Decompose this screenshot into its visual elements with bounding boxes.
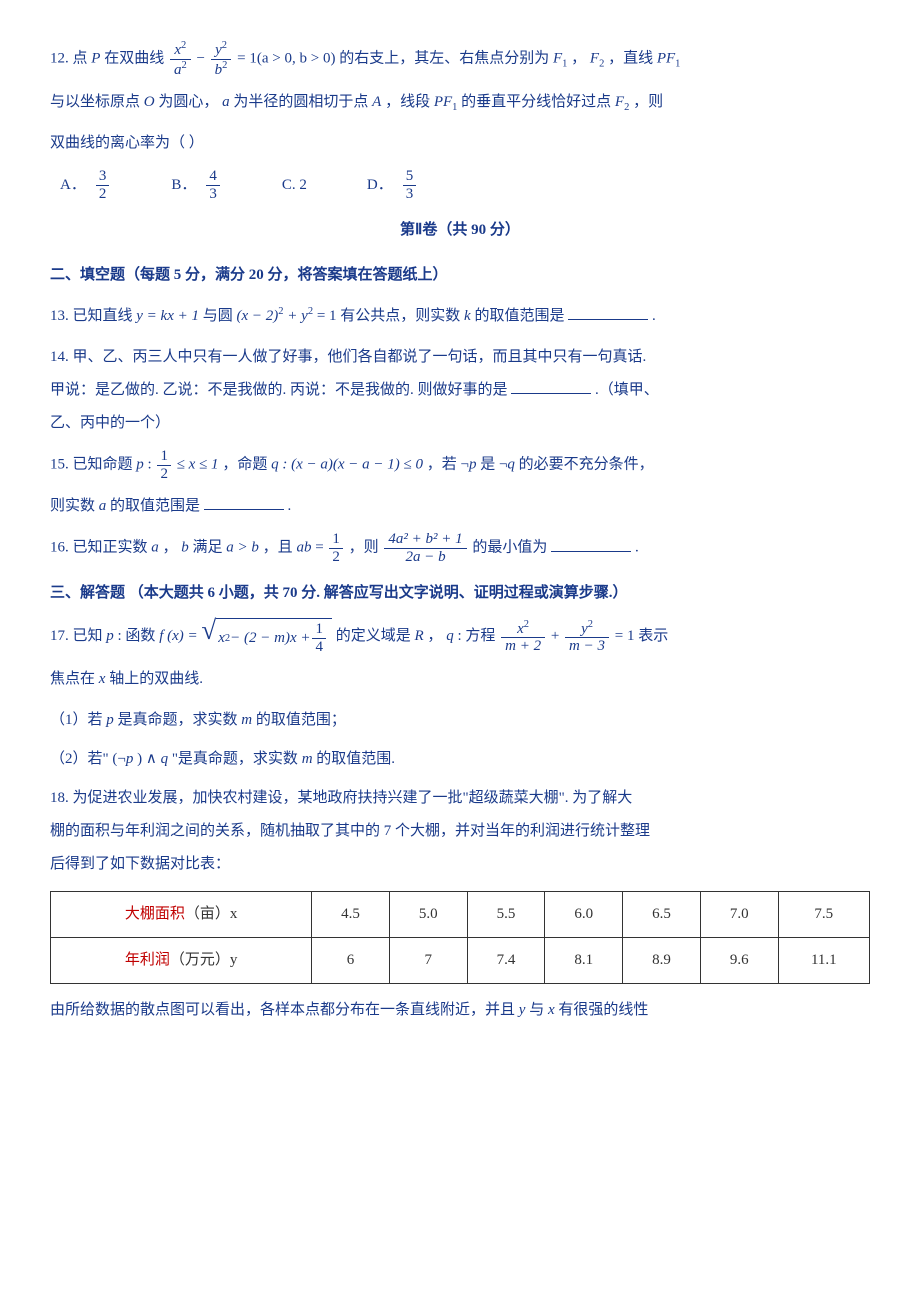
question-15: 15. 已知命题 p : 12 ≤ x ≤ 1 ，命题 q : (x − a)(… bbox=[50, 448, 870, 482]
question-12-line2: 与以坐标原点 O 为圆心， a 为半径的圆相切于点 A ，线段 PF1 的垂直平… bbox=[50, 86, 870, 119]
table-row: 年利润（万元）y 6 7 7.4 8.1 8.9 9.6 11.1 bbox=[51, 938, 870, 984]
question-13: 13. 已知直线 y = kx + 1 与圆 (x − 2)2 + y2 = 1… bbox=[50, 300, 870, 333]
q12-choices: A． 32 B． 43 C. 2 D． 53 bbox=[60, 168, 870, 202]
q12-P: P bbox=[91, 50, 100, 66]
q17-frac2: y2 m − 3 bbox=[565, 619, 609, 655]
section2-header: 二、填空题（每题 5 分，满分 20 分，将答案填在答题纸上） bbox=[50, 259, 870, 292]
table-cell: 7.5 bbox=[778, 892, 869, 938]
table-cell: 11.1 bbox=[778, 938, 869, 984]
table-cell: 7.0 bbox=[700, 892, 778, 938]
blank-16 bbox=[551, 536, 631, 552]
table-cell: 7 bbox=[389, 938, 467, 984]
q18-table: 大棚面积（亩）x 4.5 5.0 5.5 6.0 6.5 7.0 7.5 年利润… bbox=[50, 891, 870, 984]
q12-text: 的右支上，其左、右焦点分别为 bbox=[339, 50, 549, 66]
q17-sub1: （1）若 p 是真命题，求实数 m 的取值范围； bbox=[50, 704, 870, 737]
q16-main-frac: 4a² + b² + 1 2a − b bbox=[384, 531, 466, 565]
table-cell: 6 bbox=[312, 938, 390, 984]
table-cell: 7.4 bbox=[467, 938, 545, 984]
choice-D: D． 53 bbox=[367, 168, 418, 202]
section3-header: 三、解答题 （本大题共 6 小题，共 70 分. 解答应写出文字说明、证明过程或… bbox=[50, 577, 870, 610]
table-row: 大棚面积（亩）x 4.5 5.0 5.5 6.0 6.5 7.0 7.5 bbox=[51, 892, 870, 938]
part2-title: 第Ⅱ卷（共 90 分） bbox=[50, 214, 870, 247]
q12-text: 在双曲线 bbox=[104, 50, 164, 66]
table-cell: 4.5 bbox=[312, 892, 390, 938]
question-15-line2: 则实数 a 的取值范围是 . bbox=[50, 490, 870, 523]
choice-B: B． 43 bbox=[171, 168, 222, 202]
question-17-line2: 焦点在 x 轴上的双曲线. bbox=[50, 663, 870, 696]
table-cell: 8.1 bbox=[545, 938, 623, 984]
blank-14 bbox=[511, 378, 591, 394]
table-cell: 5.5 bbox=[467, 892, 545, 938]
question-17: 17. 已知 p : 函数 f (x) = √ x2 − (2 − m)x + … bbox=[50, 618, 870, 655]
q12-text: 12. 点 bbox=[50, 50, 88, 66]
question-16: 16. 已知正实数 a ， b 满足 a > b ，且 ab = 12 ，则 4… bbox=[50, 531, 870, 565]
q12-frac2: y2 b2 bbox=[211, 40, 232, 78]
question-14: 14. 甲、乙、丙三人中只有一人做了好事，他们各自都说了一句话，而且其中只有一句… bbox=[50, 341, 870, 440]
question-12-line3: 双曲线的离心率为（ ） bbox=[50, 127, 870, 160]
choice-C: C. 2 bbox=[282, 168, 307, 202]
choice-A: A． 32 bbox=[60, 168, 111, 202]
q12-frac1: x2 a2 bbox=[170, 40, 191, 78]
row2-header: 年利润（万元）y bbox=[51, 938, 312, 984]
question-18: 18. 为促进农业发展，加快农村建设，某地政府扶持兴建了一批"超级蔬菜大棚". … bbox=[50, 782, 870, 881]
table-cell: 5.0 bbox=[389, 892, 467, 938]
q17-frac1: x2 m + 2 bbox=[501, 619, 545, 655]
table-cell: 9.6 bbox=[700, 938, 778, 984]
q12-rhs: = 1(a > 0, b > 0) bbox=[237, 50, 335, 66]
sqrt-expr: √ x2 − (2 − m)x + 14 bbox=[201, 618, 332, 655]
blank-13 bbox=[568, 304, 648, 320]
blank-15 bbox=[204, 494, 284, 510]
table-cell: 8.9 bbox=[623, 938, 701, 984]
q17-sub2: （2）若" (¬p ) ∧ q "是真命题，求实数 m 的取值范围. bbox=[50, 743, 870, 776]
table-cell: 6.0 bbox=[545, 892, 623, 938]
question-18-after: 由所给数据的散点图可以看出，各样本点都分布在一条直线附近，并且 y 与 x 有很… bbox=[50, 994, 870, 1027]
question-12: 12. 点 P 在双曲线 x2 a2 − y2 b2 = 1(a > 0, b … bbox=[50, 40, 870, 78]
table-cell: 6.5 bbox=[623, 892, 701, 938]
row1-header: 大棚面积（亩）x bbox=[51, 892, 312, 938]
